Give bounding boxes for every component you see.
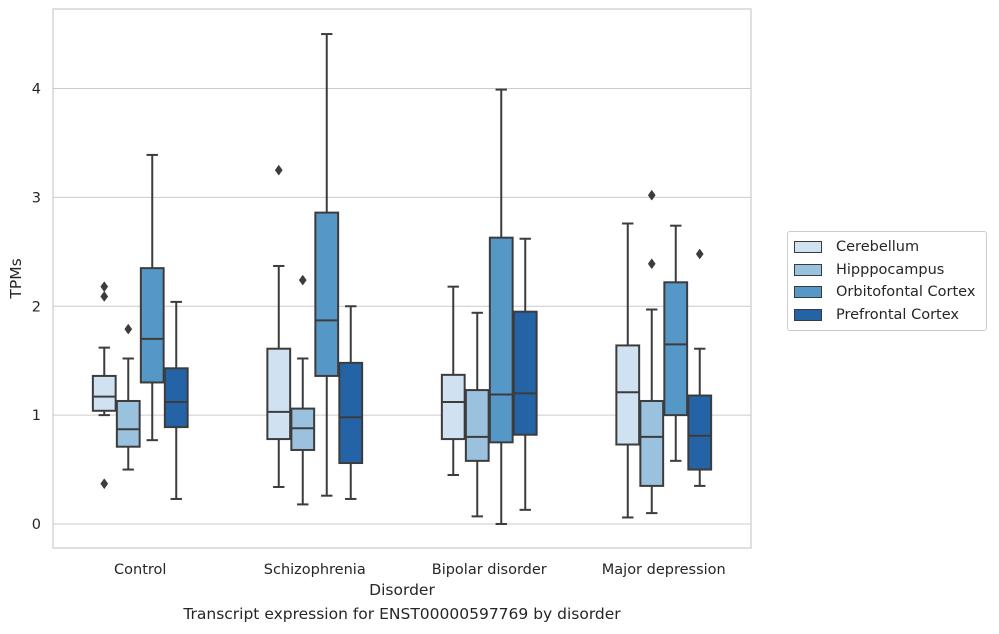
box: [687, 394, 713, 471]
outlier-point: [100, 291, 109, 302]
outlier-point: [100, 281, 109, 293]
box: [663, 281, 689, 417]
box: [464, 389, 490, 462]
x-tick-label: Control: [114, 562, 166, 578]
box: [440, 373, 466, 441]
box: [115, 399, 141, 448]
box: [639, 399, 665, 487]
x-tick-label: Schizophrenia: [264, 562, 366, 578]
y-tick-label: 4: [32, 82, 41, 98]
box: [290, 407, 316, 451]
legend-swatch: [794, 286, 822, 299]
box: [338, 361, 364, 465]
box: [266, 347, 292, 441]
chart-caption: Transcript expression for ENST0000059776…: [183, 605, 621, 623]
outlier-point: [298, 274, 307, 286]
legend-item: Cerebellum: [788, 236, 986, 259]
x-axis-label: Disorder: [369, 581, 435, 599]
box: [91, 374, 117, 412]
y-axis-label: TPMs: [7, 258, 25, 299]
legend-swatch: [794, 241, 822, 254]
legend-item: Prefrontal Cortex: [788, 304, 986, 327]
legend-label: Cerebellum: [836, 239, 920, 256]
box: [488, 236, 514, 444]
legend-label: Hipppocampus: [836, 261, 945, 278]
legend-swatch: [794, 308, 822, 321]
legend-label: Orbitofontal Cortex: [836, 284, 976, 301]
outlier-point: [124, 323, 133, 335]
box: [139, 267, 165, 384]
chart-legend: Cerebellum Hipppocampus Orbitofontal Corte…: [787, 231, 987, 331]
plot-frame: [52, 8, 752, 549]
outlier-point: [647, 189, 656, 201]
y-tick-label: 0: [32, 517, 41, 533]
y-tick-label: 3: [32, 190, 41, 206]
y-tick-label: 2: [32, 299, 41, 315]
outlier-point: [695, 248, 704, 260]
legend-label: Prefrontal Cortex: [836, 306, 959, 323]
outlier-point: [274, 164, 283, 176]
x-tick-label: Bipolar disorder: [432, 562, 547, 578]
box: [163, 367, 189, 429]
outlier-point: [100, 478, 109, 490]
x-tick-label: Major depression: [602, 562, 726, 578]
box: [314, 211, 340, 377]
legend-item: Orbitofontal Cortex: [788, 281, 986, 304]
box: [615, 344, 641, 446]
outlier-point: [647, 258, 656, 270]
legend-swatch: [794, 263, 822, 276]
y-tick-label: 1: [32, 408, 41, 424]
legend-item: Hipppocampus: [788, 259, 986, 282]
box: [512, 310, 538, 436]
